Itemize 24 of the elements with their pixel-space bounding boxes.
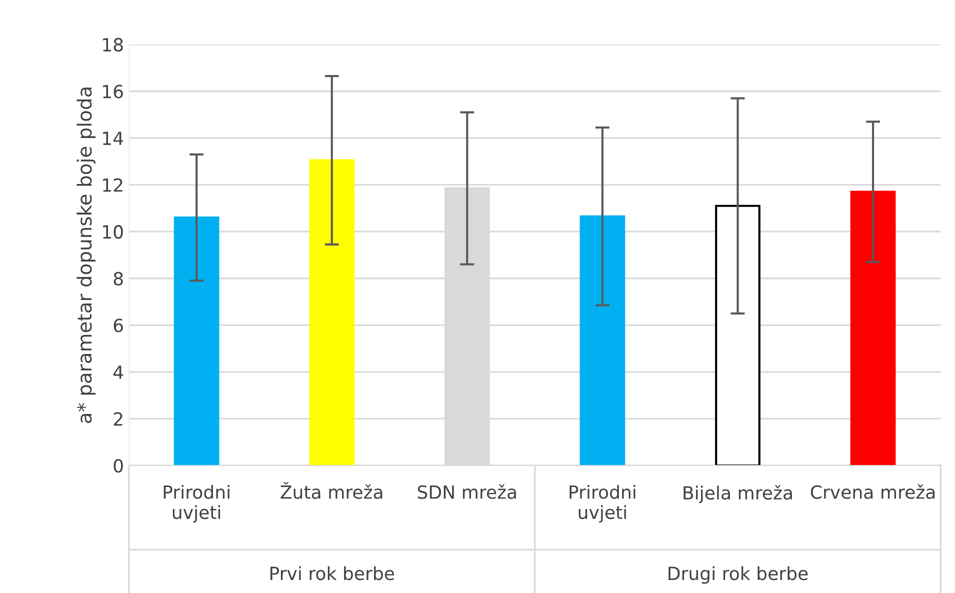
bar — [309, 159, 355, 466]
y-tick-label: 4 — [113, 366, 124, 379]
y-tick-label: 10 — [103, 225, 123, 239]
bar — [174, 216, 220, 466]
y-tick-label: 16 — [103, 84, 123, 98]
text: Drugi rok berbe — [668, 566, 808, 584]
y-tick-label: 8 — [114, 272, 123, 286]
y-tick-label: 12 — [103, 178, 122, 192]
x-tick-label: Žuta mreža — [280, 482, 382, 499]
y-axis-title: a* parametar dopunske boje ploda — [76, 88, 96, 423]
bar — [580, 215, 626, 466]
bar — [715, 204, 760, 466]
text: Prvi rok berbe — [270, 566, 394, 580]
bar — [850, 190, 896, 466]
x-tick-label: SDN mreža — [418, 484, 516, 499]
x-tick-label: Bijela mreža — [684, 484, 792, 504]
x-tick-label: Prirodni uvjeti — [570, 484, 636, 523]
y-tick-label: 0 — [114, 458, 123, 473]
y-tick-label: 14 — [103, 132, 124, 145]
x-tick-label: Crvena mreža — [810, 484, 935, 499]
y-tick-label: 2 — [114, 412, 122, 426]
x-tick-label: Prirodni uvjeti — [164, 484, 230, 523]
y-tick-label: 6 — [114, 318, 123, 332]
y-tick-label: 18 — [103, 38, 123, 52]
